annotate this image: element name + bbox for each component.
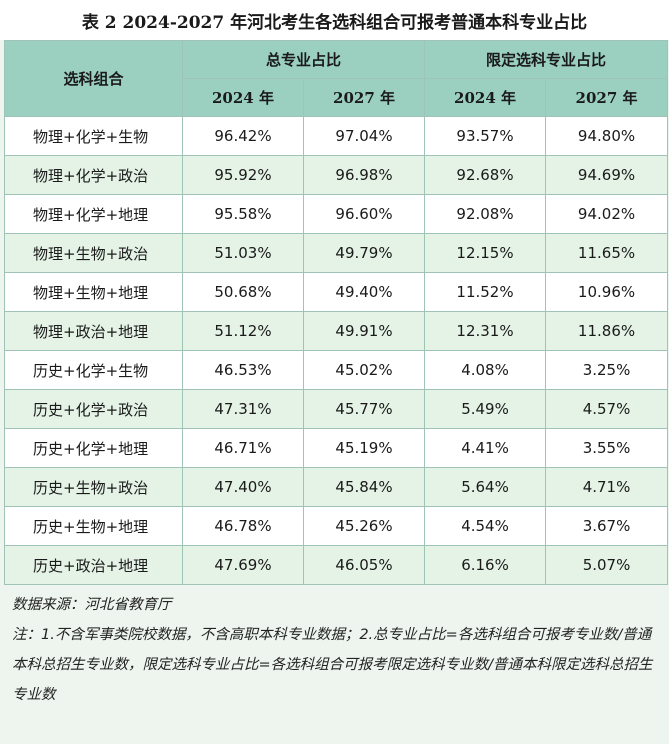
restricted-2027-cell: 3.25% [545,350,669,390]
table-row: 物理+政治+地理 51.12% 49.91% 12.31% 11.86% [4,311,669,351]
table-row: 历史+生物+政治 47.40% 45.84% 5.64% 4.71% [4,467,669,507]
total-2024-cell: 46.78% [182,506,304,546]
header-combo: 选科组合 [4,40,183,117]
total-2027-cell: 96.98% [302,155,426,195]
restricted-2027-cell: 94.80% [545,116,669,156]
restricted-2027-cell: 4.57% [545,389,669,429]
total-2027-cell: 49.91% [302,311,426,351]
header-group-restricted: 限定选科专业占比 [424,40,669,79]
notes: 数据来源：河北省教育厅 注：1.不含军事类院校数据，不含高职本科专业数据；2.总… [12,590,660,710]
footnote: 注：1.不含军事类院校数据，不含高职本科专业数据；2.总专业占比=各选科组合可报… [12,627,653,703]
restricted-2027-cell: 3.55% [545,428,669,468]
total-2027-cell: 96.60% [302,194,426,234]
header-year: 2027 年 [545,78,669,117]
total-2024-cell: 95.58% [182,194,304,234]
combo-cell: 物理+政治+地理 [4,311,183,351]
combo-cell: 历史+化学+地理 [4,428,183,468]
combo-cell: 物理+化学+地理 [4,194,183,234]
total-2027-cell: 46.05% [302,545,426,585]
total-2027-cell: 97.04% [302,116,426,156]
total-2024-cell: 47.69% [182,545,304,585]
combo-cell: 物理+化学+生物 [4,116,183,156]
combo-cell: 物理+生物+政治 [4,233,183,273]
total-2024-cell: 95.92% [182,155,304,195]
total-2024-cell: 51.03% [182,233,304,273]
table-row: 物理+化学+政治 95.92% 96.98% 92.68% 94.69% [4,155,669,195]
total-2027-cell: 45.84% [302,467,426,507]
total-2027-cell: 45.77% [302,389,426,429]
combo-cell: 历史+化学+生物 [4,350,183,390]
restricted-2024-cell: 4.41% [424,428,547,468]
total-2024-cell: 50.68% [182,272,304,312]
combo-cell: 物理+化学+政治 [4,155,183,195]
table-body: 物理+化学+生物 96.42% 97.04% 93.57% 94.80% 物理+化学+政治… [4,116,669,585]
restricted-2027-cell: 11.86% [545,311,669,351]
restricted-2024-cell: 4.54% [424,506,547,546]
table-row: 物理+化学+生物 96.42% 97.04% 93.57% 94.80% [4,116,669,156]
total-2024-cell: 96.42% [182,116,304,156]
restricted-2027-cell: 94.69% [545,155,669,195]
restricted-2027-cell: 10.96% [545,272,669,312]
table-row: 物理+化学+地理 95.58% 96.60% 92.08% 94.02% [4,194,669,234]
table-row: 历史+化学+生物 46.53% 45.02% 4.08% 3.25% [4,350,669,390]
restricted-2024-cell: 4.08% [424,350,547,390]
header-group-total: 总专业占比 [181,40,426,79]
restricted-2027-cell: 3.67% [545,506,669,546]
total-2027-cell: 45.02% [302,350,426,390]
total-2024-cell: 47.31% [182,389,304,429]
table-row: 物理+生物+地理 50.68% 49.40% 11.52% 10.96% [4,272,669,312]
combo-cell: 历史+生物+政治 [4,467,183,507]
restricted-2024-cell: 6.16% [424,545,547,585]
table-title: 表 2 2024-2027 年河北考生各选科组合可报考普通本科专业占比 [0,0,669,40]
restricted-2024-cell: 5.49% [424,389,547,429]
table-row: 历史+政治+地理 47.69% 46.05% 6.16% 5.07% [4,545,669,585]
header-year: 2024 年 [424,78,547,117]
total-2027-cell: 45.19% [302,428,426,468]
combo-cell: 历史+化学+政治 [4,389,183,429]
restricted-2024-cell: 93.57% [424,116,547,156]
table-row: 历史+生物+地理 46.78% 45.26% 4.54% 3.67% [4,506,669,546]
total-2027-cell: 49.79% [302,233,426,273]
data-table: 选科组合 总专业占比 限定选科专业占比 2024 年 2027 年 2024 年… [4,40,669,585]
restricted-2027-cell: 4.71% [545,467,669,507]
total-2027-cell: 49.40% [302,272,426,312]
total-2027-cell: 45.26% [302,506,426,546]
restricted-2024-cell: 92.68% [424,155,547,195]
combo-cell: 历史+政治+地理 [4,545,183,585]
table-row: 历史+化学+政治 47.31% 45.77% 5.49% 4.57% [4,389,669,429]
total-2024-cell: 46.71% [182,428,304,468]
header-year: 2027 年 [302,78,426,117]
restricted-2027-cell: 11.65% [545,233,669,273]
source-note: 数据来源：河北省教育厅 [12,597,172,613]
table-header: 选科组合 总专业占比 限定选科专业占比 2024 年 2027 年 2024 年… [4,40,669,117]
total-2024-cell: 51.12% [182,311,304,351]
header-year: 2024 年 [182,78,304,117]
restricted-2024-cell: 11.52% [424,272,547,312]
table-row: 物理+生物+政治 51.03% 49.79% 12.15% 11.65% [4,233,669,273]
restricted-2027-cell: 5.07% [545,545,669,585]
restricted-2024-cell: 5.64% [424,467,547,507]
restricted-2024-cell: 12.31% [424,311,547,351]
combo-cell: 历史+生物+地理 [4,506,183,546]
table-row: 历史+化学+地理 46.71% 45.19% 4.41% 3.55% [4,428,669,468]
restricted-2024-cell: 12.15% [424,233,547,273]
restricted-2024-cell: 92.08% [424,194,547,234]
total-2024-cell: 47.40% [182,467,304,507]
total-2024-cell: 46.53% [182,350,304,390]
combo-cell: 物理+生物+地理 [4,272,183,312]
restricted-2027-cell: 94.02% [545,194,669,234]
